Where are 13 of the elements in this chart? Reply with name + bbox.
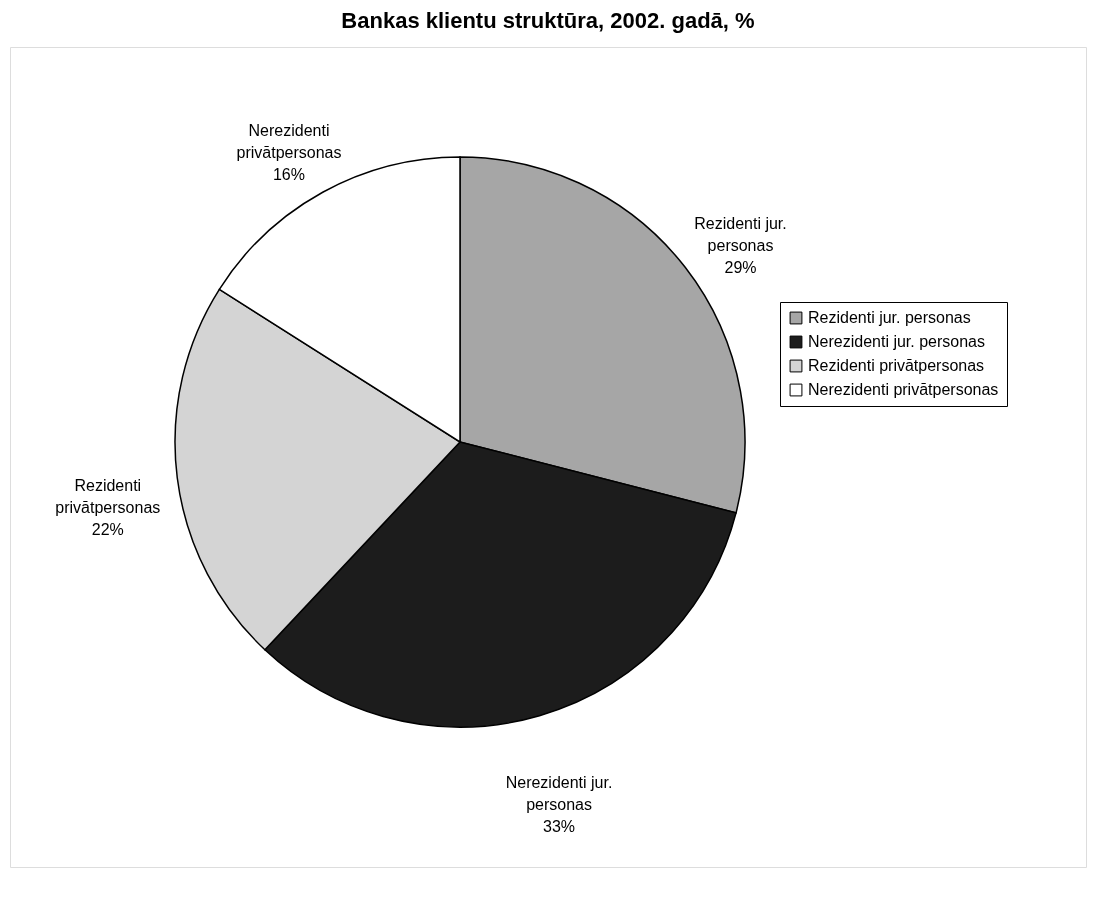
slice-label: Rezidenti privātpersonas [55, 477, 161, 517]
legend-label: Rezidenti jur. personas [808, 309, 971, 326]
legend-label: Nerezidenti privātpersonas [808, 381, 999, 398]
legend-label: Rezidenti privātpersonas [808, 357, 985, 374]
legend-label: Nerezidenti jur. personas [808, 333, 985, 350]
chart-title: Bankas klientu struktūra, 2002. gadā, % [341, 8, 755, 33]
data-label: 33% [543, 817, 576, 835]
slice-label: Rezidenti jur. personas [694, 215, 787, 255]
data-label: 22% [91, 521, 124, 539]
data-label: 16% [272, 165, 305, 183]
slice-label: Nerezidenti jur. personas [505, 773, 613, 813]
data-label: 29% [724, 259, 757, 277]
slice-label: Nerezidenti privātpersonas [236, 121, 342, 161]
